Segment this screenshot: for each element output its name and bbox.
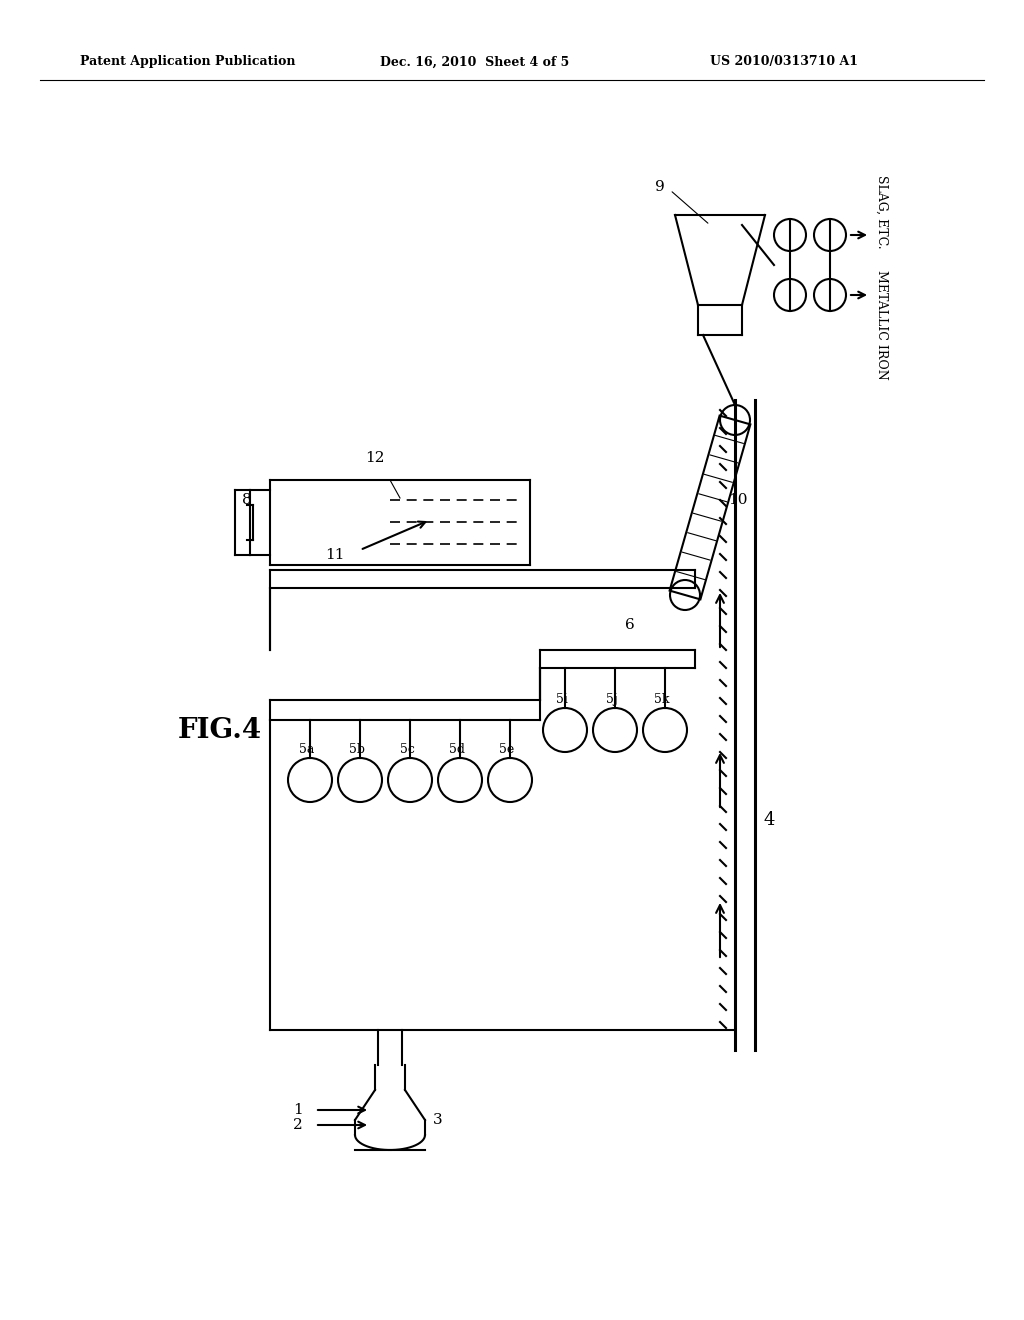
Text: 5k: 5k: [654, 693, 670, 706]
Text: 1: 1: [293, 1104, 303, 1117]
Text: 10: 10: [728, 492, 748, 507]
Text: 5j: 5j: [606, 693, 617, 706]
Text: 5c: 5c: [399, 743, 415, 756]
Text: 5e: 5e: [500, 743, 515, 756]
Text: 12: 12: [365, 451, 384, 465]
Text: FIG.4: FIG.4: [178, 717, 262, 743]
Text: Patent Application Publication: Patent Application Publication: [80, 55, 296, 69]
Text: 6: 6: [625, 618, 635, 632]
Text: 2: 2: [293, 1118, 303, 1133]
Text: Dec. 16, 2010  Sheet 4 of 5: Dec. 16, 2010 Sheet 4 of 5: [380, 55, 569, 69]
Text: 4: 4: [763, 810, 774, 829]
Text: METALLIC IRON: METALLIC IRON: [876, 271, 889, 380]
Text: SLAG, ETC.: SLAG, ETC.: [876, 176, 889, 248]
Text: 5d: 5d: [449, 743, 465, 756]
Text: 5a: 5a: [299, 743, 314, 756]
Text: 9: 9: [655, 180, 665, 194]
Text: 5i: 5i: [556, 693, 568, 706]
Text: 5b: 5b: [349, 743, 365, 756]
Text: 8: 8: [243, 492, 252, 507]
Text: 3: 3: [433, 1113, 442, 1127]
Text: 11: 11: [326, 548, 345, 562]
Text: US 2010/0313710 A1: US 2010/0313710 A1: [710, 55, 858, 69]
